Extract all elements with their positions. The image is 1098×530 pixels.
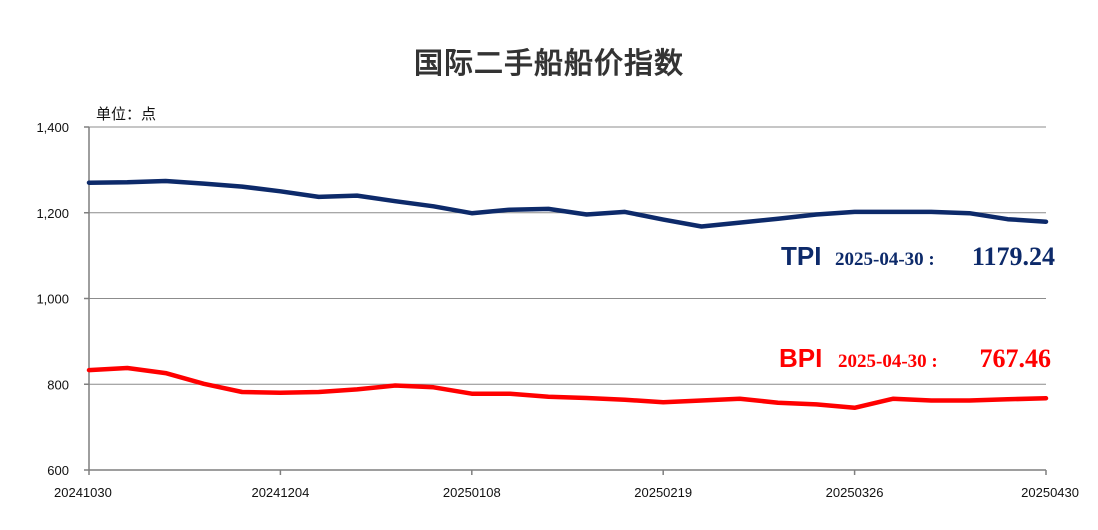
series-lines xyxy=(86,178,1049,411)
y-tick-labels: 600 800 1,000 1,200 1,400 xyxy=(36,120,69,478)
series-label-value: 767.46 xyxy=(980,344,1052,373)
y-tick-label: 600 xyxy=(47,463,69,478)
y-tick-label: 800 xyxy=(47,377,69,392)
series-line-tpi xyxy=(86,178,1049,229)
x-tick-label: 20250219 xyxy=(634,485,692,500)
x-tick-label: 20241030 xyxy=(54,485,112,500)
x-tick-label: 20241204 xyxy=(251,485,309,500)
y-tick-label: 1,400 xyxy=(36,120,69,135)
series-label-name: TPI xyxy=(781,241,821,271)
x-tick-label: 20250430 xyxy=(1021,485,1079,500)
series-label-name: BPI xyxy=(779,343,822,373)
series-label-date: 2025-04-30 : xyxy=(838,351,938,372)
axes xyxy=(84,126,1047,475)
chart-title: 国际二手船船价指数 xyxy=(413,46,684,80)
series-end-labels: TPI 2025-04-30 : 1179.24 BPI 2025-04-30 : 767… xyxy=(779,241,1055,373)
series-line-bpi xyxy=(86,365,1049,411)
grid-lines xyxy=(89,126,1046,385)
series-label-date: 2025-04-30 : xyxy=(835,249,935,270)
y-tick-label: 1,200 xyxy=(36,206,69,221)
y-tick-label: 1,000 xyxy=(36,292,69,307)
x-tick-label: 20250326 xyxy=(826,485,884,500)
x-tick-labels: 20241030 20241204 20250108 20250219 20250326… xyxy=(54,485,1079,500)
unit-label: 单位：点 xyxy=(96,105,157,123)
series-label-value: 1179.24 xyxy=(972,242,1055,271)
x-tick-label: 20250108 xyxy=(443,485,501,500)
